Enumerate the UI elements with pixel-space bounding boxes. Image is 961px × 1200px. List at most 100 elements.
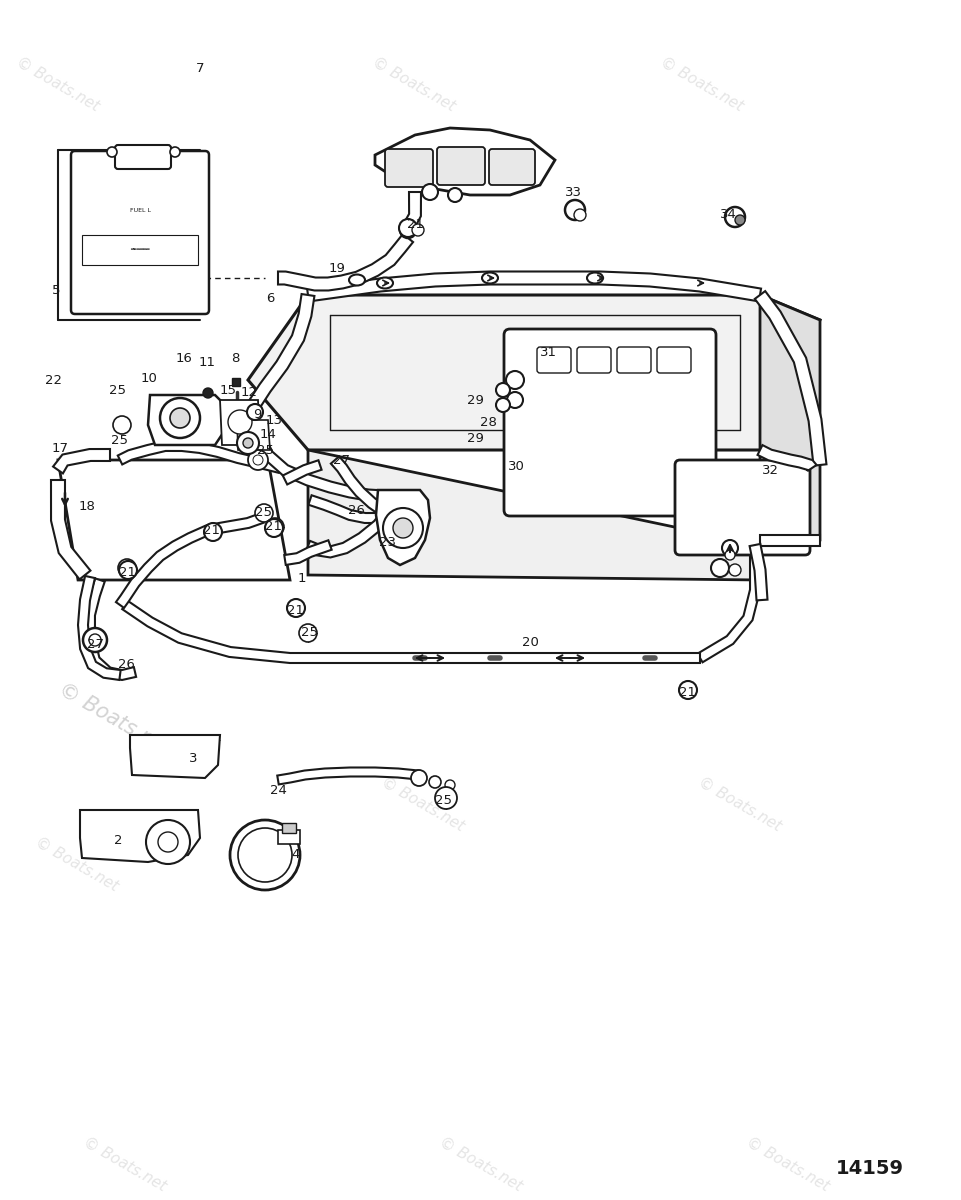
Text: 24: 24	[270, 784, 286, 797]
FancyBboxPatch shape	[385, 149, 433, 187]
Text: © Boats.net: © Boats.net	[379, 774, 467, 834]
Text: 21: 21	[287, 604, 305, 617]
Circle shape	[170, 146, 180, 157]
Circle shape	[507, 392, 523, 408]
Circle shape	[679, 680, 697, 698]
Circle shape	[574, 209, 586, 221]
Circle shape	[711, 559, 729, 577]
Text: © Boats.net: © Boats.net	[436, 1134, 525, 1194]
Text: © Boats.net: © Boats.net	[13, 54, 102, 114]
FancyBboxPatch shape	[71, 151, 209, 314]
Circle shape	[107, 146, 117, 157]
Circle shape	[299, 624, 317, 642]
Text: 27: 27	[333, 454, 351, 467]
Text: 1: 1	[298, 571, 307, 584]
Circle shape	[404, 226, 412, 234]
Text: © Boats.net: © Boats.net	[744, 1134, 832, 1194]
FancyBboxPatch shape	[657, 347, 691, 373]
Circle shape	[412, 224, 424, 236]
Text: 3: 3	[188, 751, 197, 764]
Polygon shape	[308, 450, 760, 580]
Circle shape	[119, 560, 137, 578]
Polygon shape	[237, 420, 270, 450]
Text: © Boats.net: © Boats.net	[55, 679, 176, 761]
Text: 7: 7	[196, 61, 205, 74]
Text: 19: 19	[329, 262, 345, 275]
Text: 9: 9	[253, 408, 261, 421]
Polygon shape	[247, 416, 399, 504]
FancyBboxPatch shape	[115, 145, 171, 169]
Circle shape	[448, 188, 462, 202]
Text: 6: 6	[266, 292, 274, 305]
Text: 13: 13	[265, 414, 283, 426]
Polygon shape	[78, 576, 121, 680]
Text: 18: 18	[79, 500, 95, 514]
Text: 8: 8	[231, 352, 239, 365]
Text: © Boats.net: © Boats.net	[33, 834, 121, 894]
Bar	[232, 378, 240, 386]
Polygon shape	[698, 545, 760, 662]
Circle shape	[725, 206, 745, 227]
Circle shape	[118, 559, 136, 577]
Circle shape	[204, 523, 222, 541]
Polygon shape	[760, 295, 820, 545]
Bar	[278, 830, 300, 844]
Circle shape	[506, 371, 524, 389]
Text: 25: 25	[109, 384, 126, 396]
Polygon shape	[403, 192, 421, 230]
Polygon shape	[85, 578, 136, 680]
FancyBboxPatch shape	[617, 347, 651, 373]
Text: © Boats.net: © Boats.net	[81, 1134, 169, 1194]
Polygon shape	[80, 810, 200, 862]
Circle shape	[83, 628, 107, 652]
Circle shape	[230, 820, 300, 890]
Text: © Boats.net: © Boats.net	[52, 450, 140, 510]
Circle shape	[565, 200, 585, 220]
Text: 14: 14	[259, 428, 277, 442]
Polygon shape	[754, 292, 826, 466]
Polygon shape	[51, 480, 90, 580]
Text: 15: 15	[219, 384, 236, 396]
Text: 20: 20	[522, 636, 538, 649]
Circle shape	[411, 770, 427, 786]
Polygon shape	[116, 514, 263, 608]
Text: 21: 21	[119, 565, 136, 578]
Circle shape	[393, 518, 413, 538]
FancyBboxPatch shape	[537, 347, 571, 373]
Text: 10: 10	[140, 372, 158, 384]
Text: 31: 31	[539, 347, 556, 360]
Text: © Boats.net: © Boats.net	[657, 54, 746, 114]
Text: 25: 25	[434, 793, 452, 806]
Polygon shape	[757, 445, 817, 472]
Polygon shape	[308, 271, 761, 301]
Circle shape	[158, 832, 178, 852]
FancyBboxPatch shape	[489, 149, 535, 185]
Text: ══════: ══════	[131, 247, 150, 252]
Polygon shape	[118, 442, 282, 473]
Circle shape	[113, 416, 131, 434]
Text: 2: 2	[113, 834, 122, 846]
Polygon shape	[220, 400, 260, 445]
Text: 12: 12	[240, 386, 258, 400]
Text: 16: 16	[176, 352, 192, 365]
Ellipse shape	[482, 272, 498, 283]
Polygon shape	[130, 734, 220, 778]
Circle shape	[735, 215, 745, 226]
Circle shape	[435, 787, 457, 809]
Circle shape	[496, 398, 510, 412]
Polygon shape	[283, 461, 322, 485]
Circle shape	[725, 550, 735, 560]
Text: 17: 17	[52, 442, 68, 455]
Text: 30: 30	[507, 461, 525, 474]
Circle shape	[146, 820, 190, 864]
Bar	[82, 235, 198, 265]
Text: 29: 29	[466, 432, 483, 444]
Text: 23: 23	[379, 536, 396, 550]
Text: 29: 29	[466, 394, 483, 407]
Circle shape	[266, 518, 284, 536]
Circle shape	[265, 518, 283, 538]
Circle shape	[722, 540, 738, 556]
Ellipse shape	[377, 277, 393, 288]
Text: 26: 26	[348, 504, 364, 516]
Polygon shape	[58, 460, 290, 580]
